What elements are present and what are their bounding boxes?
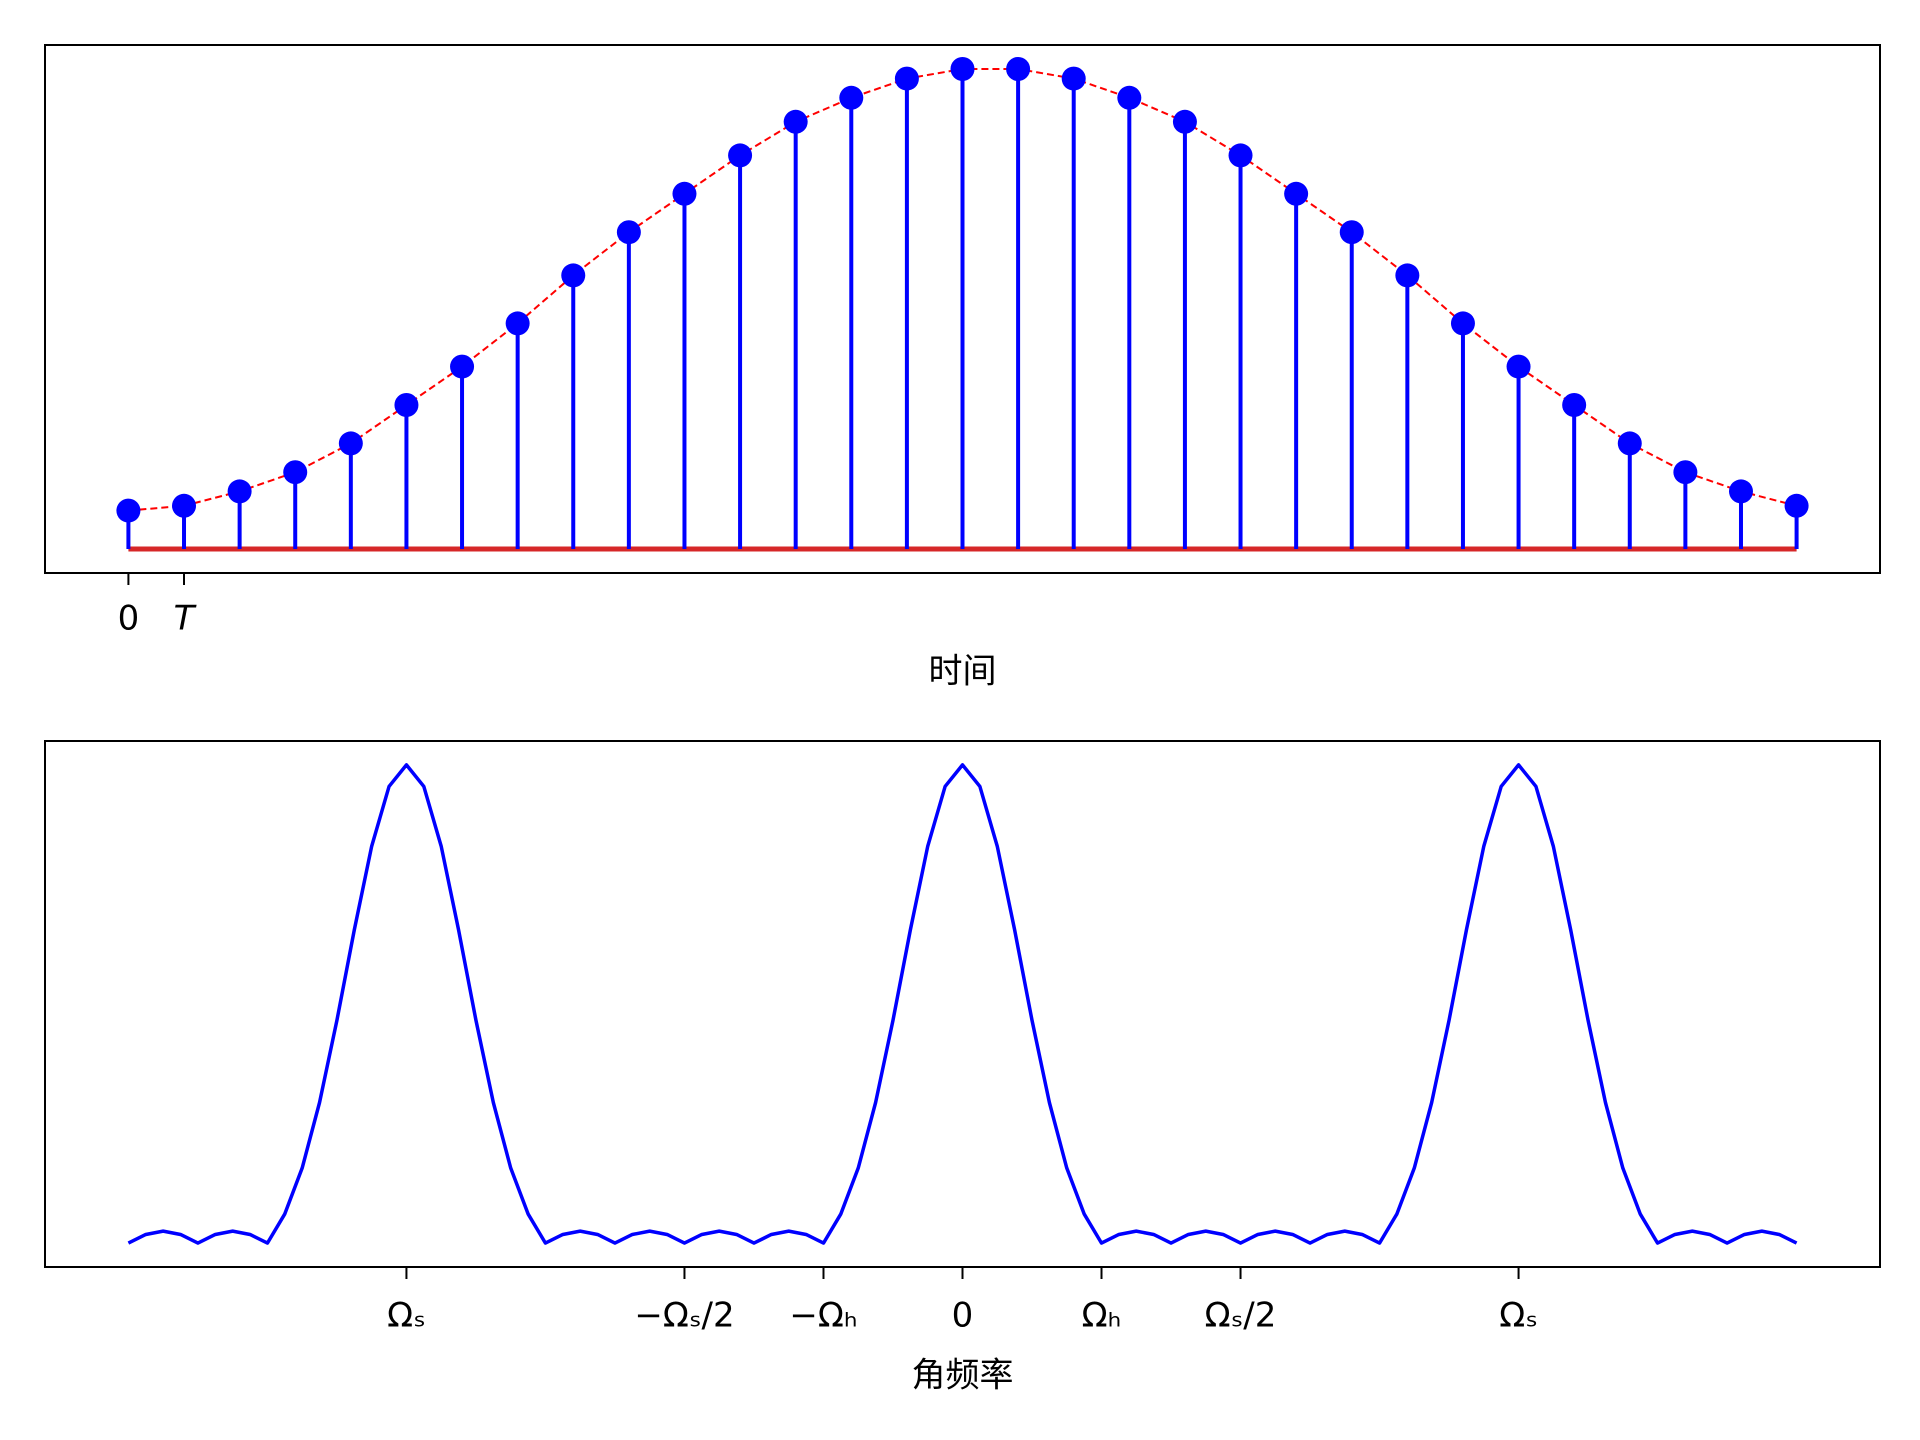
- x-tick-label: Ωₛ: [387, 1296, 426, 1336]
- stem-marker: [1006, 57, 1031, 81]
- stem-marker: [1450, 311, 1475, 336]
- stem-marker: [505, 311, 530, 336]
- stem-marker: [783, 109, 808, 134]
- stem-marker: [227, 479, 252, 504]
- stem-marker: [1228, 143, 1253, 168]
- x-tick-label: 0: [118, 599, 140, 639]
- x-tick-label: Ωₕ: [1082, 1296, 1122, 1336]
- stem-marker: [839, 85, 864, 110]
- axes-frame: [44, 44, 1881, 574]
- x-tick-label: T: [174, 599, 197, 639]
- x-axis-label: 时间: [929, 652, 997, 692]
- stem-marker: [1061, 66, 1086, 91]
- stem-marker: [1284, 181, 1309, 206]
- stem-marker: [172, 493, 197, 518]
- stem-marker: [1728, 479, 1753, 504]
- x-tick-label: Ωₛ/2: [1205, 1296, 1277, 1336]
- stem-marker: [1395, 263, 1420, 288]
- stem-marker: [561, 263, 586, 288]
- stem-marker: [1784, 493, 1809, 518]
- x-axis-label: 角频率: [912, 1356, 1014, 1396]
- stem-marker: [1172, 109, 1197, 134]
- axes-frame: [44, 740, 1881, 1268]
- stem-marker: [1339, 220, 1364, 245]
- stem-marker: [116, 498, 141, 523]
- stem-marker: [728, 143, 753, 168]
- x-tick-label: −Ωₕ: [789, 1296, 857, 1336]
- stem-marker: [672, 181, 697, 206]
- stem-marker: [283, 460, 308, 485]
- stem-marker: [394, 393, 419, 417]
- stem-marker: [1617, 431, 1642, 456]
- stem-marker: [894, 66, 919, 91]
- stem-marker: [1117, 85, 1142, 110]
- x-tick-label: 0: [952, 1296, 974, 1336]
- stem-marker: [1506, 354, 1531, 379]
- spectrum-line: [127, 763, 1798, 1245]
- x-tick-label: −Ωₛ/2: [634, 1296, 734, 1336]
- stem-marker: [1673, 460, 1698, 485]
- x-tick-label: Ωₛ: [1499, 1296, 1538, 1336]
- stem-marker: [338, 431, 363, 456]
- stem-marker: [616, 220, 641, 245]
- stem-marker: [1562, 393, 1587, 417]
- stem-marker: [950, 57, 975, 81]
- stem-marker: [450, 354, 475, 379]
